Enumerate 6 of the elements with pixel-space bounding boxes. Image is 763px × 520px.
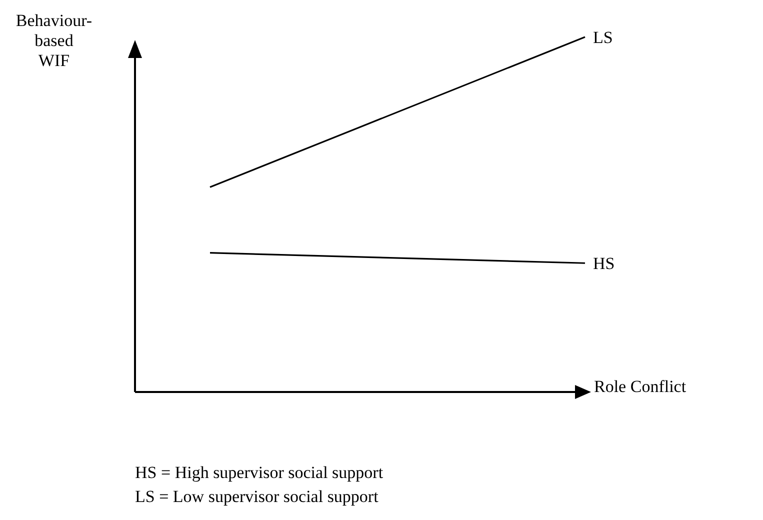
x-axis-title: Role Conflict — [594, 377, 686, 396]
text: LS = Low supervisor social support — [135, 487, 379, 506]
series-label: HS — [593, 254, 615, 274]
text: HS = High supervisor social support — [135, 463, 384, 482]
y-axis-title: Behaviour-based WIF — [16, 11, 92, 70]
series-label: LS — [593, 28, 613, 47]
